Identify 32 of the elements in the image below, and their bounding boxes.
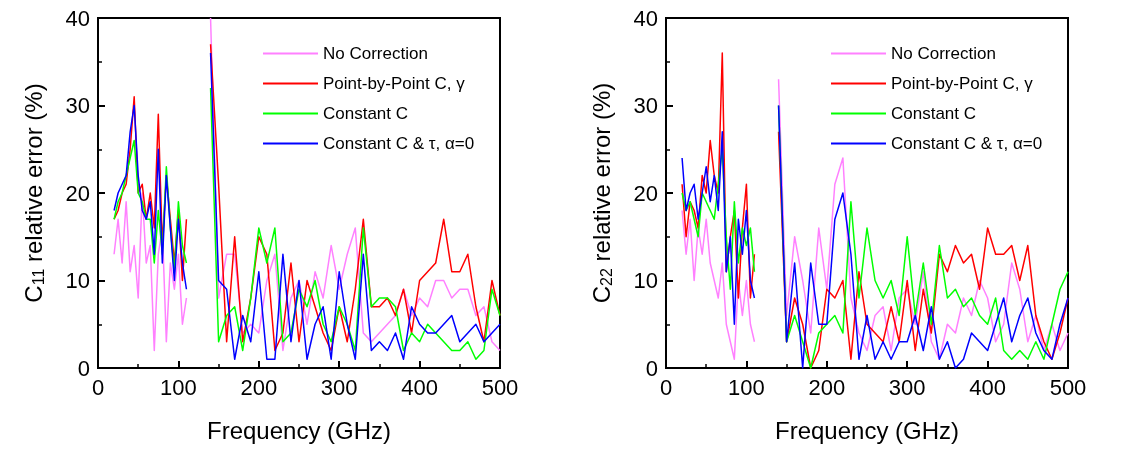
x-tick-label: 100 — [728, 374, 765, 400]
y-tick-label: 0 — [645, 355, 658, 381]
x-tick-label: 500 — [481, 374, 519, 400]
x-tick-label: 400 — [969, 374, 1006, 400]
legend-label: Constant C — [323, 104, 409, 123]
legend-label: Point-by-Point C, γ — [323, 74, 466, 93]
legend-label: No Correction — [323, 44, 428, 63]
y-tick-label: 10 — [633, 268, 658, 293]
legend-label: Constant C & τ, α=0 — [323, 134, 475, 153]
y-tick-label: 30 — [633, 93, 658, 118]
y-tick-label: 10 — [65, 268, 90, 293]
x-tick-label: 200 — [808, 374, 846, 400]
x-tick-label: 300 — [888, 374, 926, 400]
x-axis-title: Frequency (GHz) — [774, 416, 960, 444]
y-tick-label: 20 — [633, 180, 658, 206]
x-tick-label: 300 — [320, 374, 358, 400]
y-tick-label: 30 — [65, 93, 90, 118]
legend-label: No Correction — [891, 44, 996, 63]
x-tick-label: 200 — [240, 374, 278, 400]
legend-label: Point-by-Point C, γ — [891, 74, 1034, 93]
legend-label: Constant C & τ, α=0 — [891, 134, 1043, 153]
y-tick-label: 20 — [65, 180, 90, 206]
y-tick-label: 40 — [633, 5, 658, 31]
x-tick-label: 500 — [1049, 374, 1087, 400]
y-tick-label: 40 — [65, 5, 90, 31]
legend-label: Constant C — [891, 104, 977, 123]
x-tick-label: 100 — [160, 374, 197, 400]
y-axis-title: C11 relative error (%) — [19, 83, 47, 303]
x-axis-title: Frequency (GHz) — [206, 416, 392, 444]
x-tick-label: 400 — [401, 374, 438, 400]
y-tick-label: 0 — [77, 355, 90, 381]
y-axis-title: C22 relative error (%) — [587, 82, 615, 304]
